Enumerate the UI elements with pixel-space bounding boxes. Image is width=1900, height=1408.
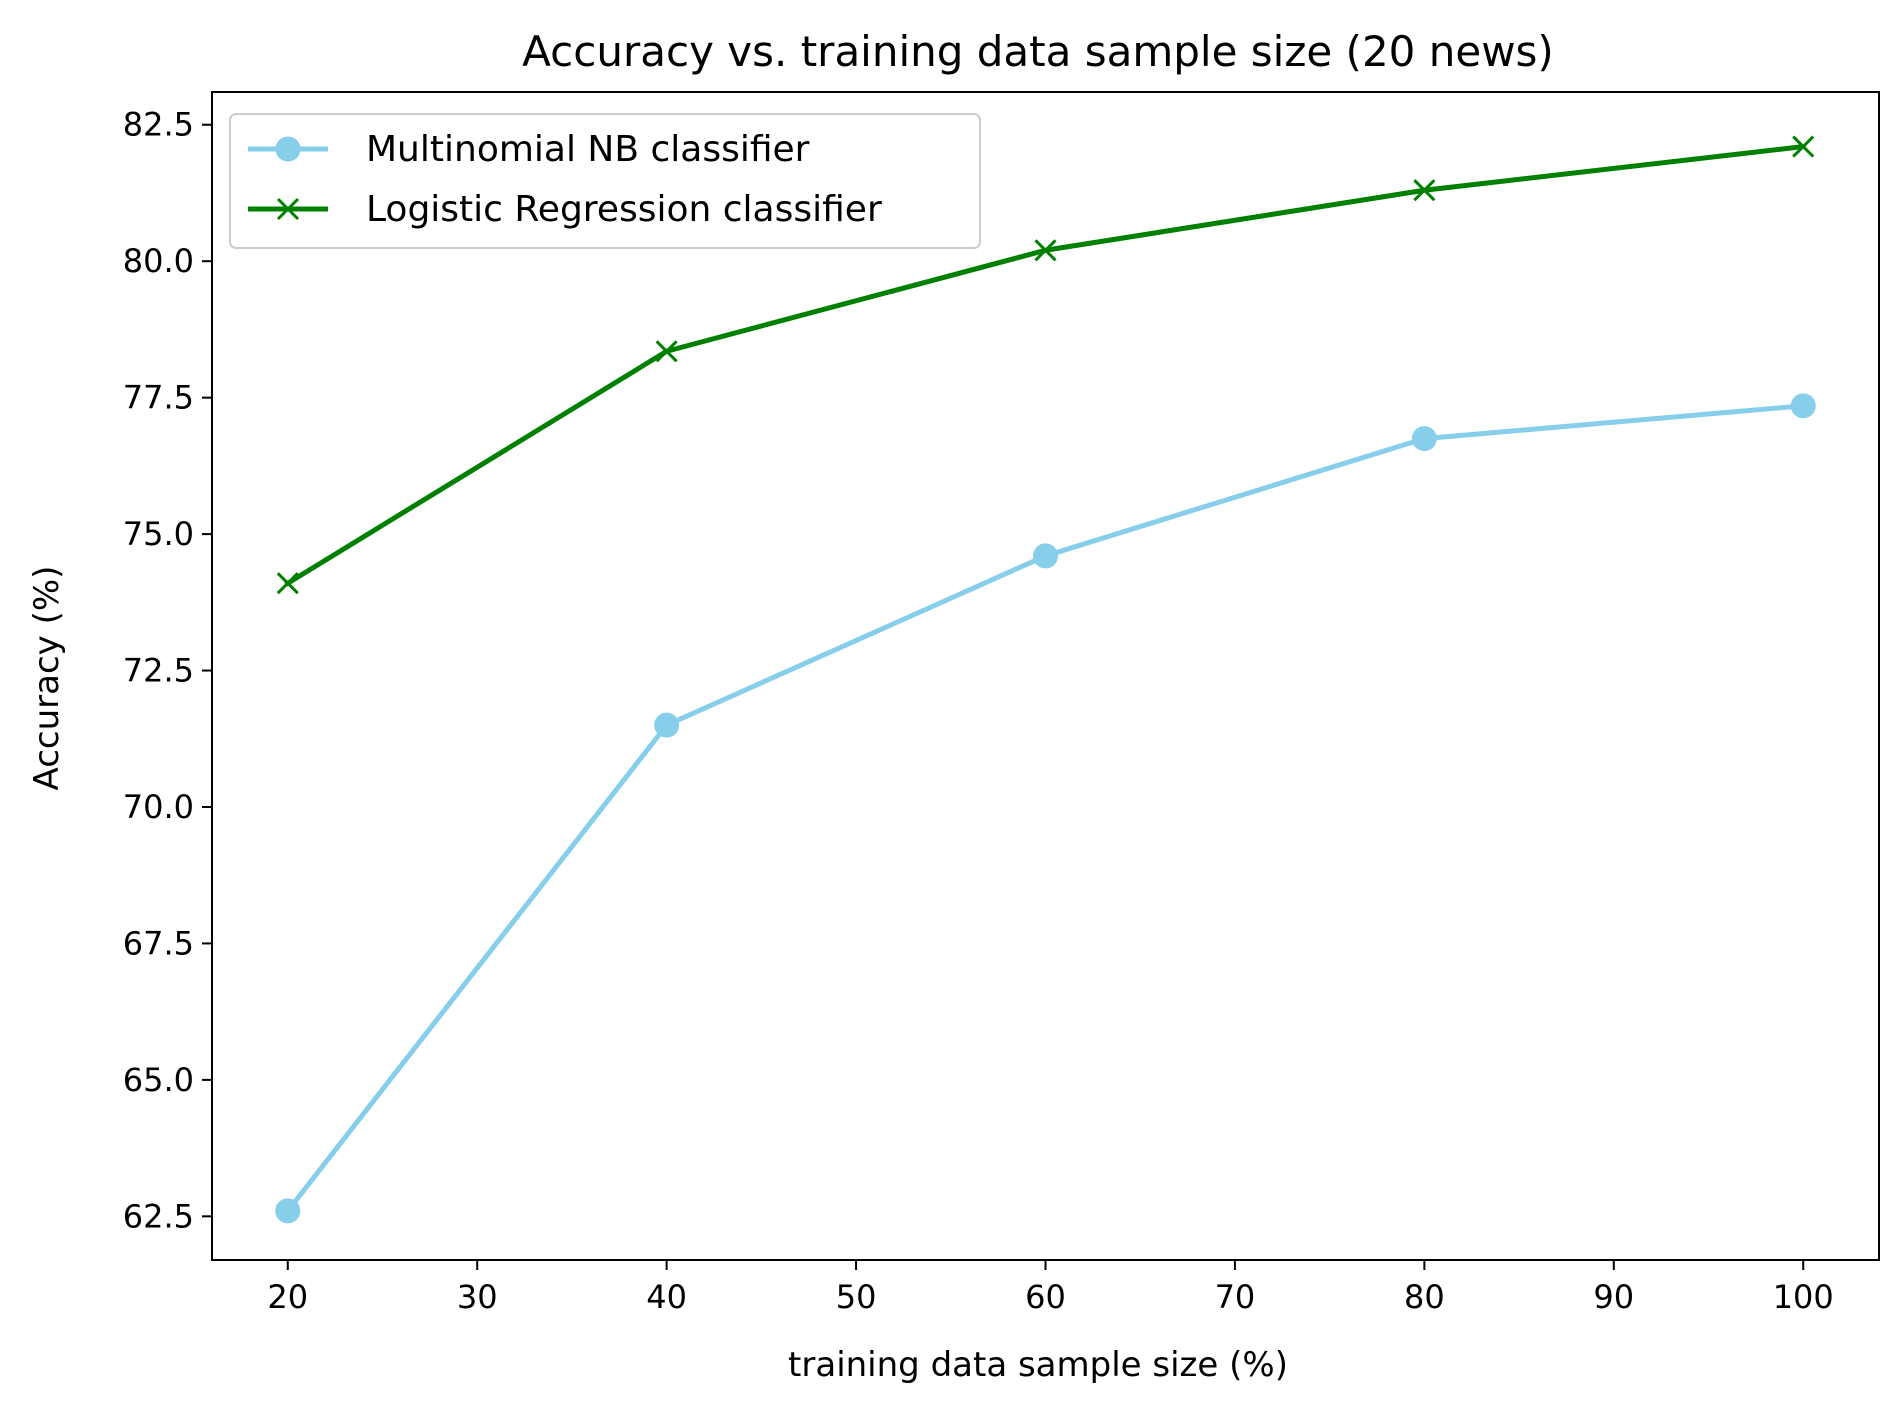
legend-marker [276,197,300,221]
x-tick-label: 80 [1404,1278,1445,1316]
y-tick-label: 80.0 [123,242,194,280]
y-tick-label: 75.0 [123,515,194,553]
y-tick-label: 72.5 [123,652,194,690]
data-point-stroke [1413,179,1436,202]
x-axis-label: training data sample size (%) [788,1345,1288,1385]
series-1 [275,393,1816,1224]
legend-item: Logistic Regression classifier [248,189,882,230]
x-tick-label: 100 [1773,1278,1834,1316]
data-point [1792,135,1815,158]
data-point [1034,239,1057,262]
x-tick-label: 40 [646,1278,687,1316]
plot-frame [211,91,1880,1261]
legend-label: Multinomial NB classifier [366,129,810,170]
legend-label: Logistic Regression classifier [366,189,882,230]
series-2 [276,135,1815,595]
data-point-stroke [1792,135,1815,158]
y-tick-label: 70.0 [123,788,194,826]
x-tick-label: 70 [1215,1278,1256,1316]
data-point-stroke [1034,239,1057,262]
data-point [654,712,680,738]
legend-item: Multinomial NB classifier [248,129,810,170]
legend-marker-stroke [276,197,300,221]
data-point [275,1198,301,1224]
data-point [1413,179,1436,202]
legend-box [229,113,981,249]
data-point [1790,393,1816,419]
x-tick-label: 90 [1593,1278,1634,1316]
y-tick-label: 62.5 [123,1197,194,1235]
x-tick-label: 20 [267,1278,308,1316]
axis-ticks: 20 30 40 50 60 70 80 90 100 62.5 65.0 67.5 70.0 72.5 7… [123,106,1834,1316]
data-point-stroke [276,572,299,595]
y-tick-label: 67.5 [123,924,194,962]
data-point [655,340,678,363]
data-point [276,572,299,595]
y-tick-label: 82.5 [123,106,194,144]
data-point-stroke [655,340,678,363]
legend-marker [275,136,301,162]
chart-title: Accuracy vs. training data sample size (… [522,27,1554,76]
x-tick-label: 50 [836,1278,877,1316]
y-tick-label: 65.0 [123,1061,194,1099]
series-layer [275,135,1816,1224]
x-tick-label: 60 [1025,1278,1066,1316]
y-axis-label: Accuracy (%) [27,566,67,791]
data-point [1411,426,1437,452]
x-tick-label: 30 [457,1278,498,1316]
y-tick-label: 77.5 [123,379,194,417]
data-point [1033,543,1058,569]
legend: Multinomial NB classifier Logistic Regres… [229,113,981,249]
